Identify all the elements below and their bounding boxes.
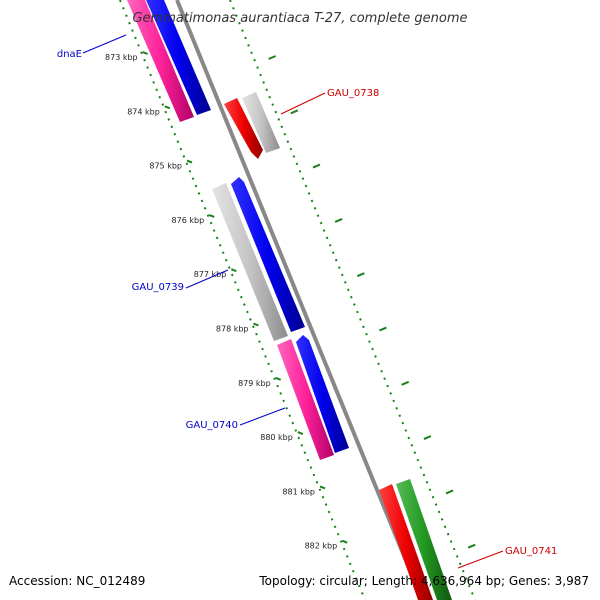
gene-gau0740-pink[interactable] bbox=[277, 339, 334, 460]
tick-group: 873 kbp 874 kbp 875 kbp 876 kbp 877 kbp 878 k… bbox=[105, 51, 476, 551]
tick-mark-inner bbox=[186, 159, 193, 164]
gene-dnae-blue[interactable] bbox=[146, 0, 211, 115]
gene-label-gau0741[interactable]: GAU_0741 bbox=[505, 546, 557, 557]
tick-label: 877 kbp bbox=[194, 270, 227, 279]
tick-label: 880 kbp bbox=[260, 433, 293, 442]
tick-mark-outer bbox=[356, 272, 365, 278]
tick-label: 873 kbp bbox=[105, 53, 138, 62]
gau0740-leader bbox=[239, 407, 286, 426]
gene-gau0739-gray[interactable] bbox=[212, 183, 288, 341]
topology-text: Topology: circular; Length: 4,636,964 bp… bbox=[259, 574, 589, 588]
tick-label: 882 kbp bbox=[305, 542, 338, 551]
tick-mark-outer bbox=[423, 435, 432, 441]
gene-dnae-pink[interactable] bbox=[127, 0, 194, 122]
gene-label-dnae[interactable]: dnaE bbox=[57, 49, 82, 60]
tick-mark-inner bbox=[253, 322, 259, 327]
gau0739-leader bbox=[185, 269, 229, 289]
tick-label: 881 kbp bbox=[282, 487, 315, 496]
tick-mark-inner bbox=[164, 105, 171, 110]
tick-label: 876 kbp bbox=[172, 216, 205, 225]
gau0741-leader bbox=[457, 550, 504, 569]
tick-mark-inner bbox=[275, 376, 282, 381]
tick-mark-outer bbox=[268, 55, 277, 60]
tick-mark-outer bbox=[379, 326, 387, 332]
tick-mark-inner bbox=[297, 431, 304, 436]
tick-mark-inner bbox=[341, 539, 348, 544]
tick-label: 879 kbp bbox=[238, 379, 271, 388]
gene-gau0740-blue[interactable] bbox=[296, 335, 349, 453]
tick-mark-outer bbox=[290, 109, 299, 115]
tick-mark-outer bbox=[467, 543, 476, 549]
gene-gau0741-green[interactable] bbox=[396, 479, 452, 600]
map-title: Gemmatimonas aurantiaca T-27, complete g… bbox=[132, 11, 467, 26]
accession-text: Accession: NC_012489 bbox=[9, 574, 146, 588]
tick-mark-inner bbox=[319, 485, 326, 490]
tick-mark-inner bbox=[230, 268, 237, 273]
tick-label: 878 kbp bbox=[216, 325, 249, 334]
tick-mark-outer bbox=[445, 489, 454, 495]
tick-mark-inner bbox=[142, 51, 149, 55]
tick-label: 875 kbp bbox=[149, 162, 182, 171]
gene-label-gau0738[interactable]: GAU_0738 bbox=[327, 88, 379, 99]
tick-mark-inner bbox=[208, 213, 215, 218]
dnae-leader bbox=[82, 34, 127, 54]
tick-label: 874 kbp bbox=[127, 107, 160, 116]
tick-mark-outer bbox=[401, 380, 410, 386]
gene-label-gau0739[interactable]: GAU_0739 bbox=[132, 282, 184, 293]
gene-gau0741-red[interactable] bbox=[379, 484, 433, 600]
genome-backbone bbox=[175, 0, 424, 600]
gene-gau0739-blue[interactable] bbox=[231, 177, 305, 332]
gau0738-leader bbox=[280, 92, 326, 115]
gene-gau0738-gray[interactable] bbox=[242, 92, 280, 153]
tick-mark-outer bbox=[334, 217, 343, 223]
tick-mark-outer bbox=[312, 163, 321, 169]
gene-label-gau0740[interactable]: GAU_0740 bbox=[186, 420, 238, 431]
gene-gau0738-red[interactable] bbox=[224, 98, 263, 159]
